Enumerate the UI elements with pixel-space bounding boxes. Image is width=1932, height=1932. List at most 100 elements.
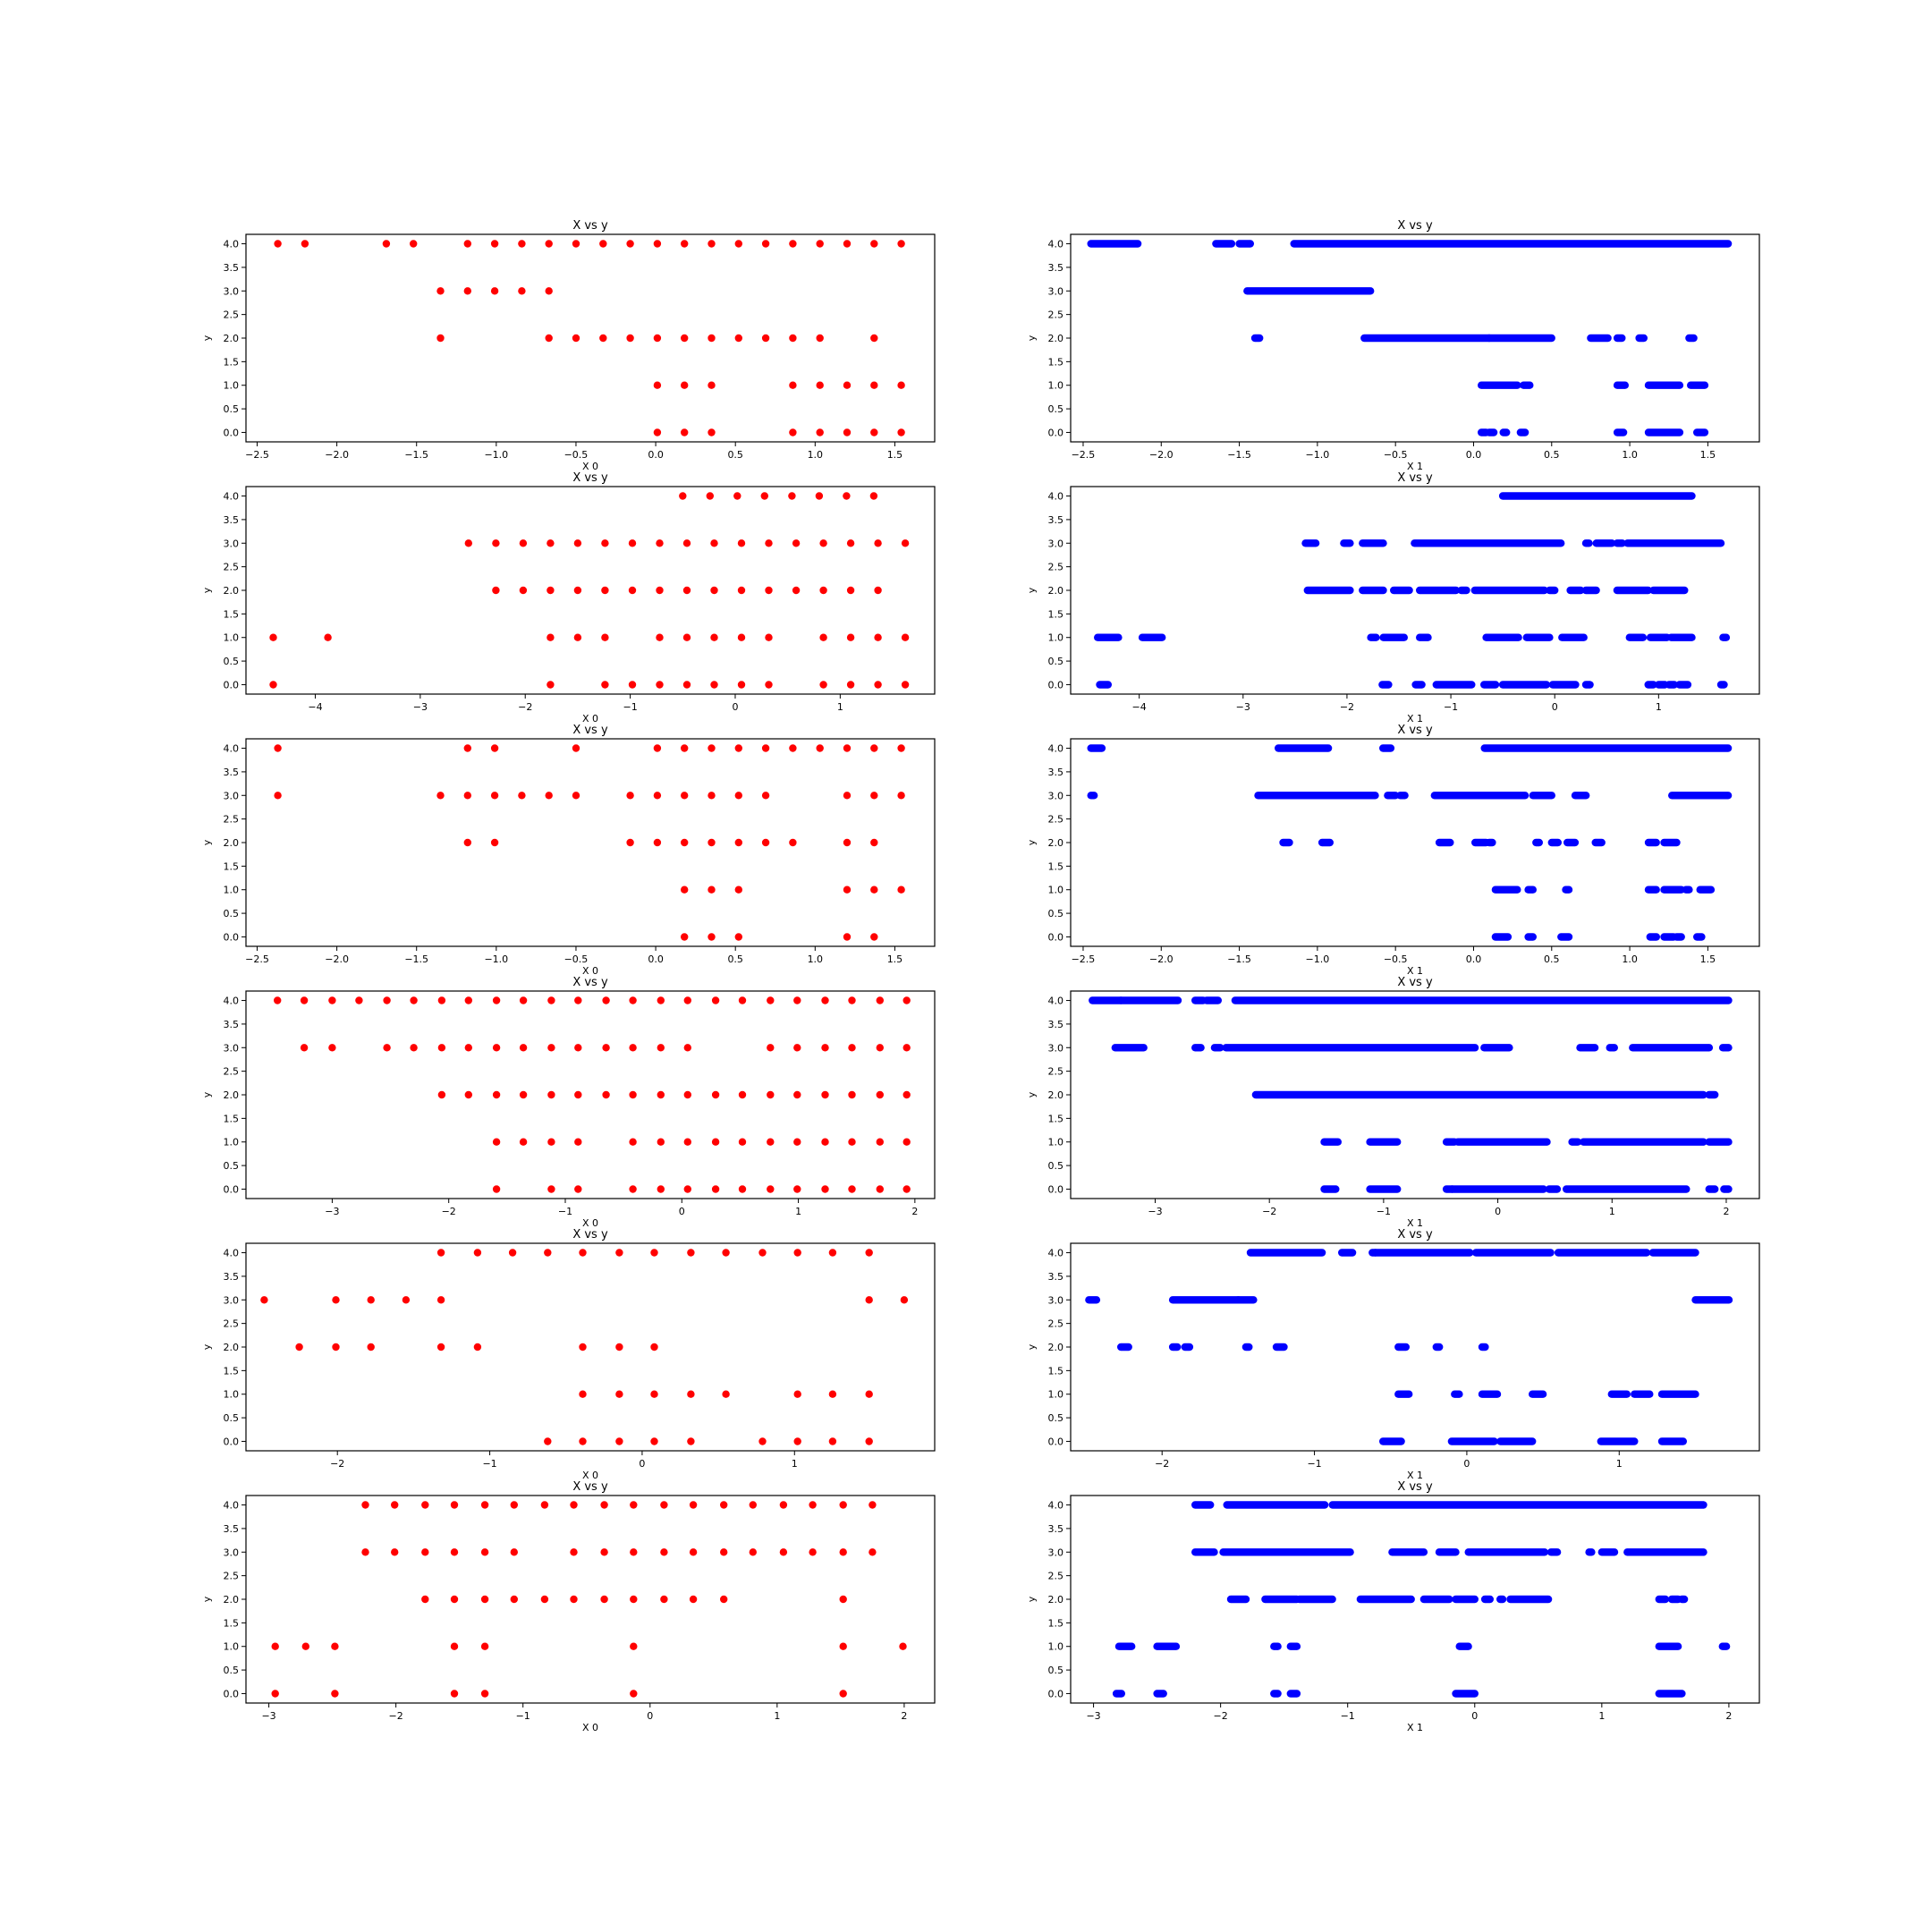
- data-point: [848, 1044, 856, 1052]
- data-point: [269, 633, 277, 641]
- data-point-run: [1655, 1642, 1682, 1650]
- data-point: [361, 1548, 369, 1556]
- data-point-run: [1411, 539, 1565, 547]
- data-point: [687, 1249, 695, 1257]
- data-point: [722, 1390, 730, 1398]
- data-point: [436, 1343, 445, 1352]
- subplot-r5-right: −2 −1 0 1 0.0 0.5 1.0 1.5 2.0 2.5 3.0 3.5 4.0 X vs y X…: [1026, 1228, 1760, 1481]
- x-axis-label: X 0: [582, 1470, 598, 1481]
- x-tick-label: −1: [1444, 701, 1458, 713]
- data-point: [519, 586, 528, 595]
- data-point: [793, 1185, 801, 1193]
- x-tick-label: 2: [1725, 1710, 1732, 1722]
- data-point-run: [1691, 1296, 1733, 1304]
- data-point-run: [1432, 1343, 1444, 1352]
- subplot-r4-left: −3 −2 −1 0 1 2 0.0 0.5 1.0 1.5 2.0 2.5 3.0 3.5 4.0 X vs…: [201, 976, 936, 1229]
- data-point: [579, 1390, 587, 1398]
- data-point: [758, 1249, 767, 1257]
- data-point: [615, 1343, 623, 1352]
- data-point: [734, 838, 742, 847]
- data-point: [437, 1090, 446, 1099]
- data-point: [510, 1595, 518, 1604]
- data-point: [682, 539, 691, 547]
- data-point: [656, 586, 664, 595]
- data-point: [749, 1548, 757, 1556]
- data-point-run: [1222, 1044, 1479, 1052]
- data-point: [492, 1090, 501, 1099]
- y-tick-label: 4.0: [1048, 1500, 1064, 1512]
- y-tick-label: 2.0: [224, 837, 240, 849]
- data-point-run: [1117, 1343, 1132, 1352]
- chart-title: X vs y: [1397, 219, 1433, 233]
- data-point-run: [1554, 1249, 1651, 1257]
- data-point-run: [1478, 1390, 1502, 1398]
- data-point-run: [1275, 744, 1333, 752]
- axes-frame: [245, 486, 936, 695]
- data-point: [821, 1185, 829, 1193]
- data-point-run: [1153, 1642, 1181, 1650]
- y-tick-label: 3.0: [224, 538, 240, 549]
- data-point: [519, 1044, 528, 1052]
- data-point-run: [1328, 1501, 1707, 1509]
- data-point: [653, 240, 662, 248]
- x-tick-label: −2: [330, 1458, 344, 1470]
- data-point: [463, 287, 471, 295]
- data-point-run: [1562, 886, 1573, 894]
- x-tick-label: 1: [1616, 1458, 1623, 1470]
- data-point: [681, 792, 689, 800]
- data-point: [295, 1343, 303, 1352]
- data-point: [758, 1437, 767, 1445]
- data-point: [876, 1090, 884, 1099]
- data-point-run: [1563, 1185, 1690, 1193]
- data-point-run: [1085, 1296, 1101, 1304]
- x-tick-label: 1.5: [887, 953, 903, 965]
- y-tick-label: 0.0: [1048, 679, 1064, 691]
- y-tick-label: 1.0: [224, 380, 240, 392]
- data-point-run: [1646, 933, 1660, 941]
- data-point: [897, 886, 905, 894]
- data-point-run: [1087, 240, 1142, 248]
- data-point: [436, 287, 445, 295]
- data-point: [789, 428, 797, 436]
- y-tick-label: 3.0: [1048, 285, 1064, 297]
- y-tick-label: 0.5: [1048, 403, 1064, 415]
- data-point: [761, 240, 770, 248]
- data-point: [843, 381, 852, 389]
- data-point-run: [1318, 838, 1334, 847]
- y-tick-label: 4.0: [224, 1500, 240, 1512]
- data-point-run: [1210, 1044, 1224, 1052]
- data-point: [734, 240, 742, 248]
- y-tick-label: 4.0: [1048, 1248, 1064, 1259]
- chart-title: X vs y: [1397, 1480, 1433, 1494]
- data-point-run: [1234, 1296, 1258, 1304]
- data-point: [657, 1044, 665, 1052]
- data-point: [789, 240, 797, 248]
- data-point: [874, 633, 882, 641]
- data-point-run: [1448, 1185, 1547, 1193]
- data-point: [848, 1138, 856, 1146]
- y-tick-label: 3.5: [224, 1019, 240, 1030]
- data-point-run: [1623, 539, 1725, 547]
- data-point: [749, 1501, 757, 1509]
- data-point: [816, 381, 824, 389]
- data-point-run: [1613, 539, 1626, 547]
- axes-frame: [245, 738, 936, 947]
- data-point: [865, 1249, 873, 1257]
- data-point: [601, 681, 609, 689]
- data-point: [902, 1090, 911, 1099]
- data-point: [897, 381, 905, 389]
- data-point: [547, 1138, 555, 1146]
- y-tick-label: 4.0: [224, 1248, 240, 1259]
- data-point-run: [1394, 1390, 1413, 1398]
- data-point: [630, 1690, 638, 1698]
- data-point: [710, 539, 718, 547]
- data-point: [328, 996, 336, 1004]
- data-point: [876, 1138, 884, 1146]
- data-point: [450, 1501, 459, 1509]
- data-point-run: [1546, 586, 1559, 595]
- data-point: [720, 1548, 728, 1556]
- data-point: [846, 633, 855, 641]
- data-point-run: [1272, 1343, 1288, 1352]
- y-axis-label: y: [201, 1091, 213, 1097]
- chart-title: X vs y: [572, 976, 608, 989]
